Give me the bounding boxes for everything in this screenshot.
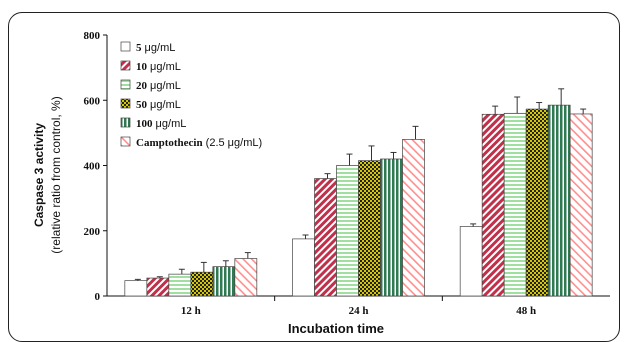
legend-swatch bbox=[120, 41, 131, 52]
bar bbox=[146, 277, 170, 297]
y-tick-label: 400 bbox=[84, 161, 101, 173]
bar bbox=[292, 238, 315, 297]
legend: 5 μg/mL 10 μg/mL 20 μg/mL 50 μg/mL 100 μg/mL… bbox=[120, 41, 262, 149]
y-tick-label: 0 bbox=[95, 291, 101, 303]
legend-entry: 5 μg/mL bbox=[136, 42, 175, 54]
y-tick-label: 600 bbox=[84, 95, 101, 107]
bar bbox=[234, 258, 258, 297]
bar bbox=[402, 139, 425, 297]
legend-entry: 50 μg/mL bbox=[136, 99, 181, 111]
y-axis-label: Caspase 3 activity bbox=[32, 123, 46, 227]
legend-swatch bbox=[120, 79, 131, 90]
bar bbox=[547, 104, 571, 297]
bar bbox=[503, 112, 527, 297]
legend-entry: 100 μg/mL bbox=[136, 118, 186, 130]
bar bbox=[190, 271, 214, 297]
bar bbox=[380, 158, 403, 297]
bar bbox=[569, 113, 593, 297]
bar bbox=[481, 113, 505, 297]
legend-swatch bbox=[120, 98, 131, 109]
bars bbox=[124, 88, 593, 297]
legend-swatch bbox=[120, 136, 131, 147]
x-tick-label: 48 h bbox=[516, 305, 536, 317]
y-axis-sublabel: (relative ratio from control, %) bbox=[49, 96, 63, 253]
x-tick-label: 24 h bbox=[349, 305, 369, 317]
bar bbox=[525, 108, 549, 297]
y-tick-label: 800 bbox=[84, 30, 101, 42]
bar bbox=[124, 280, 148, 297]
bar bbox=[168, 273, 192, 297]
bar bbox=[314, 178, 337, 297]
y-tick-label: 200 bbox=[84, 226, 101, 238]
legend-swatch bbox=[120, 117, 131, 128]
legend-entry: 20 μg/mL bbox=[136, 80, 181, 92]
legend-swatch bbox=[120, 60, 131, 71]
legend-entry: 10 μg/mL bbox=[136, 61, 181, 73]
legend-entry: Camptothecin (2.5 μg/mL) bbox=[136, 137, 262, 149]
bar bbox=[212, 266, 236, 297]
bar bbox=[459, 226, 483, 297]
bar bbox=[336, 165, 359, 297]
bar bbox=[358, 160, 381, 297]
x-tick-label: 12 h bbox=[181, 305, 201, 317]
x-axis-label: Incubation time bbox=[288, 321, 384, 336]
